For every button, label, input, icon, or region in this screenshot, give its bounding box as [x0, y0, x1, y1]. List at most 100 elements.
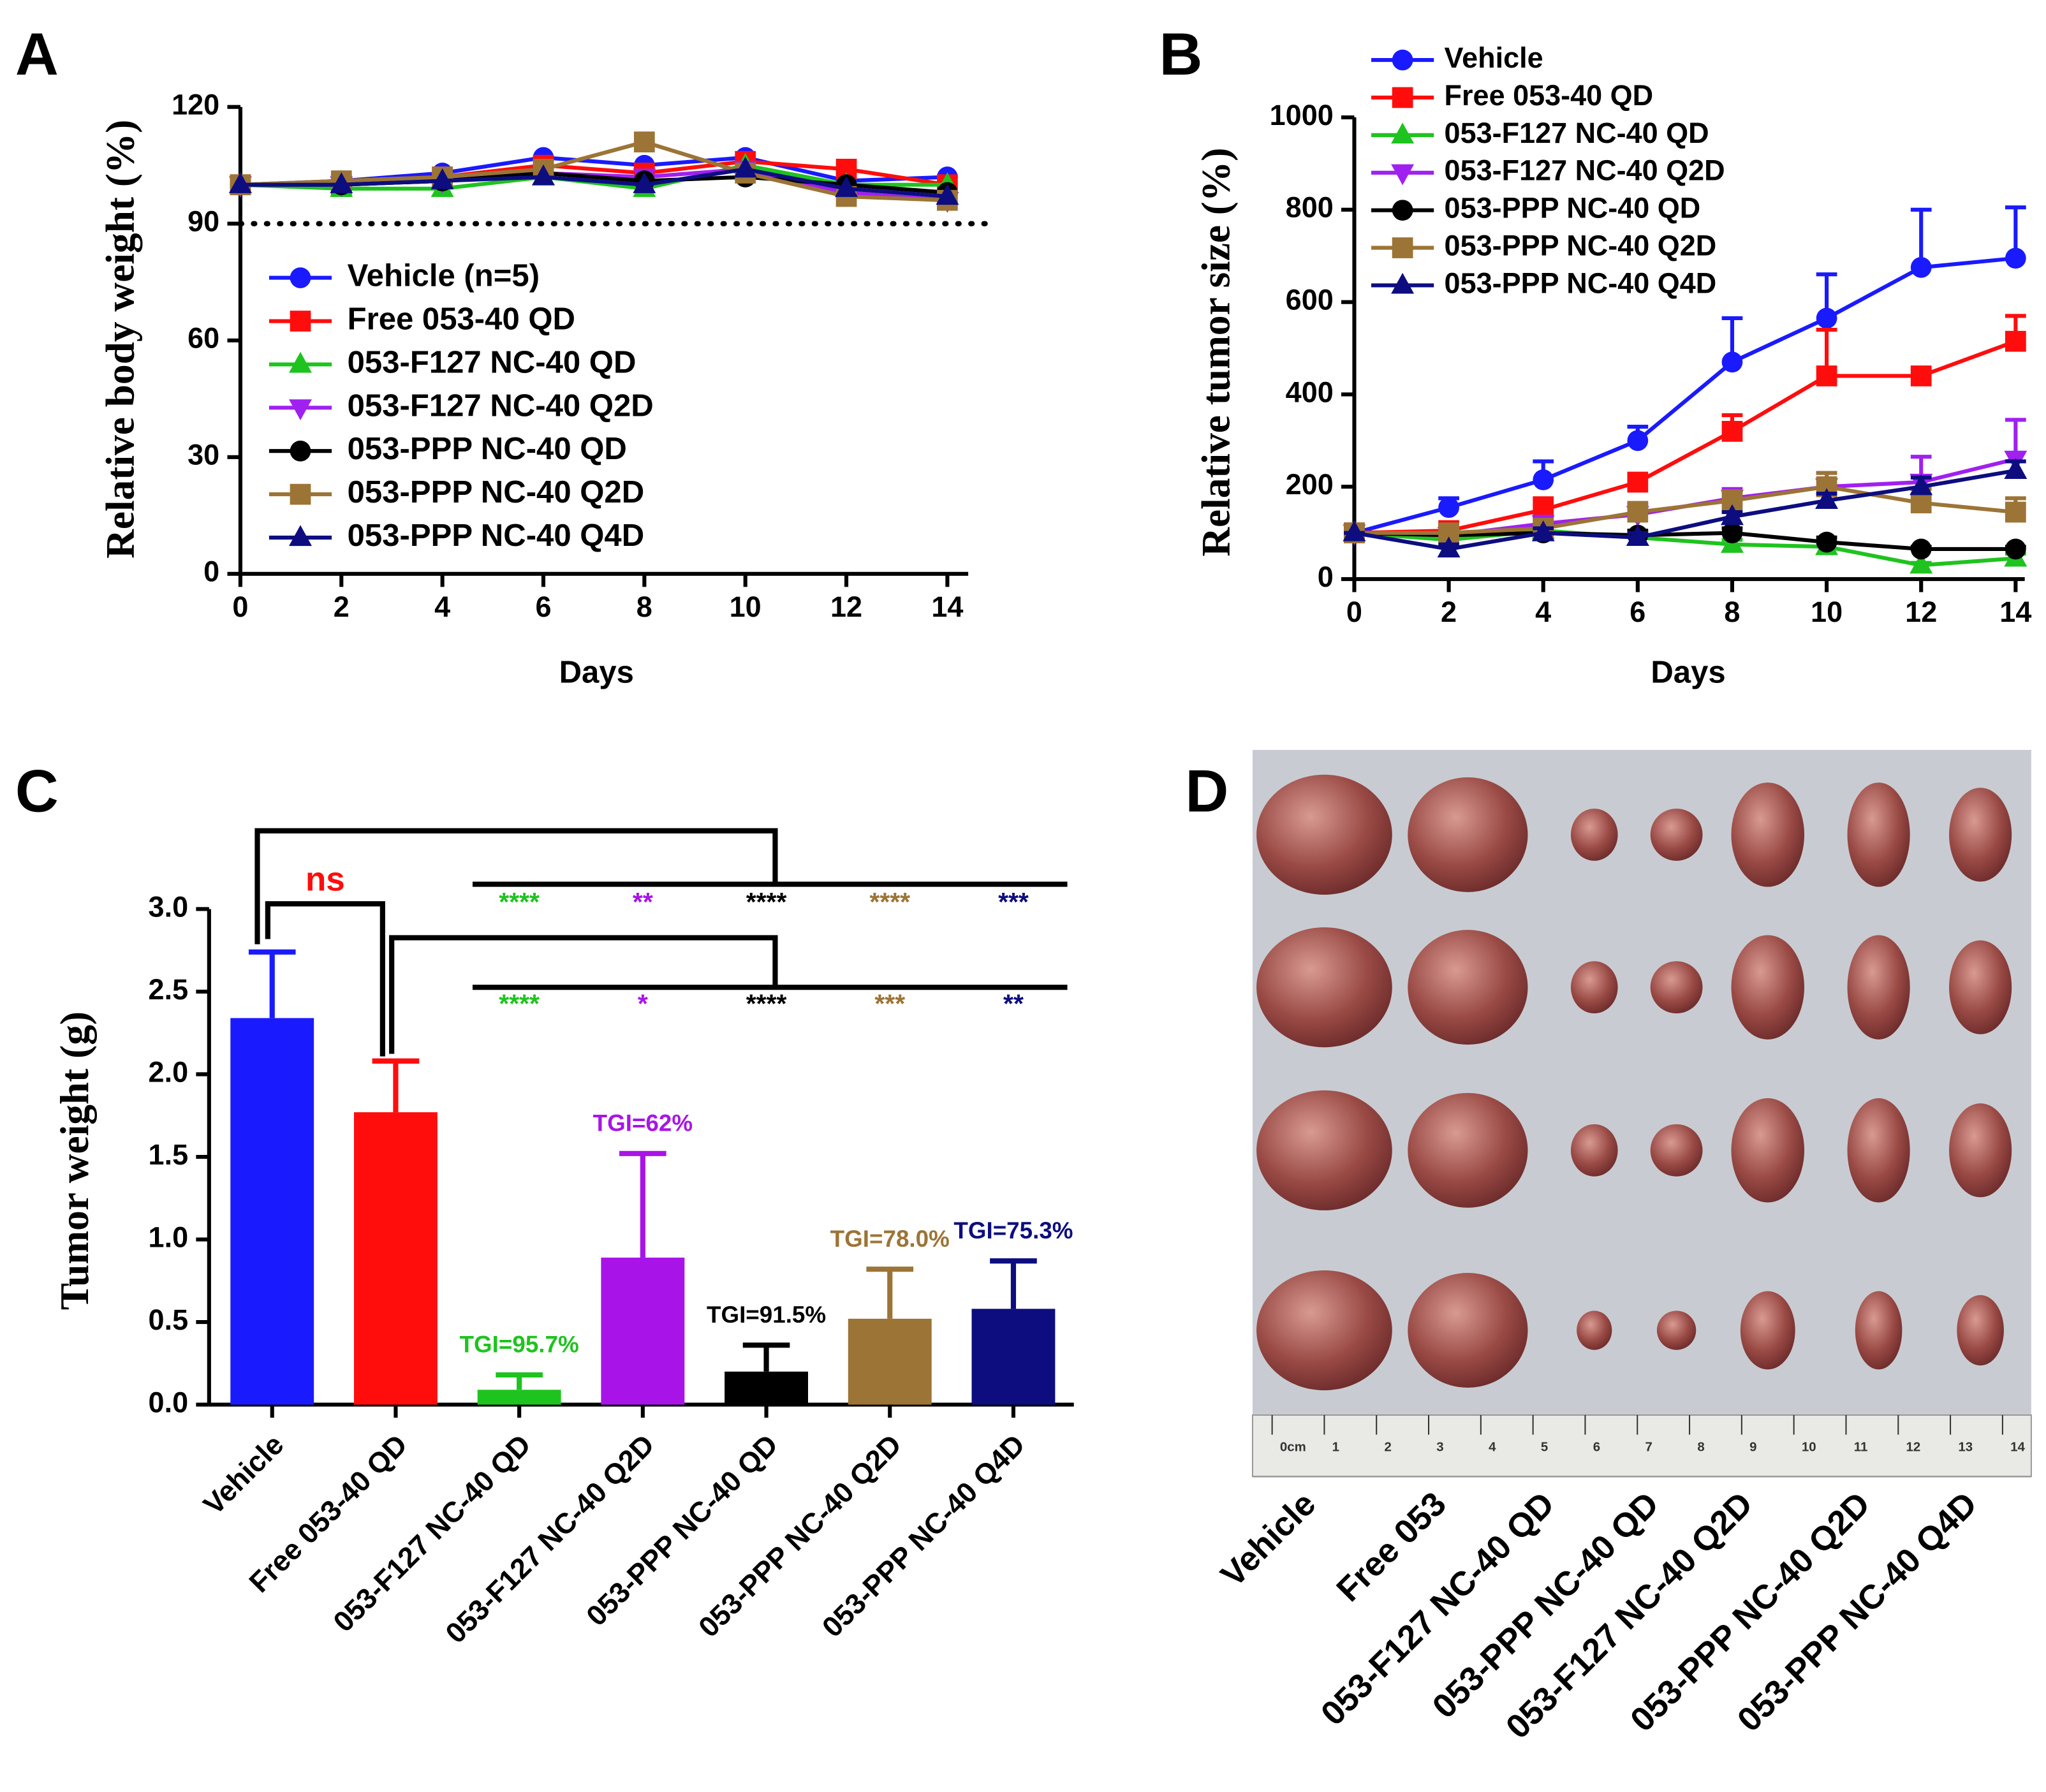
y-tick-label: 60 [188, 322, 219, 355]
x-tick-label: Vehicle [197, 1428, 290, 1521]
legend-label: 053-PPP NC-40 QD [1445, 192, 1701, 224]
legend-marker [290, 267, 311, 288]
x-tick-label: 14 [931, 591, 963, 623]
tumor [1847, 1098, 1910, 1203]
marker [1816, 531, 1837, 553]
significance: **** [746, 887, 787, 916]
x-tick-label: 12 [1905, 596, 1937, 628]
marker [2005, 330, 2026, 352]
x-tick-label: 12 [830, 591, 862, 623]
bracket [389, 935, 1068, 1054]
tumor [1949, 940, 2012, 1034]
bar [971, 1309, 1056, 1405]
tumor [1847, 782, 1910, 887]
significance: **** [499, 887, 540, 916]
y-tick-label: 0.5 [149, 1304, 189, 1336]
tumor [1957, 1295, 2004, 1366]
bar [353, 1112, 438, 1405]
x-tick-label: 053-PPP NC-40 Q4D [816, 1428, 1031, 1643]
legend-label: 053-PPP NC-40 Q4D [1445, 267, 1717, 299]
ruler-label: 1 [1332, 1439, 1339, 1454]
y-tick-label: 2.5 [149, 973, 189, 1006]
ruler-label: 2 [1384, 1439, 1391, 1454]
ruler-label: 5 [1541, 1439, 1548, 1454]
y-tick-label: 30 [188, 439, 219, 471]
marker [1627, 430, 1649, 452]
x-tick-label: 2 [1441, 596, 1457, 628]
legend-marker [289, 399, 312, 420]
bar [230, 1018, 314, 1405]
legend-label: 053-PPP NC-40 Q2D [1445, 229, 1717, 261]
marker [2005, 538, 2026, 560]
series-line [1353, 468, 2016, 552]
legend-marker [1391, 122, 1415, 143]
marker [1910, 365, 1932, 386]
y-tick-label: 0 [203, 555, 219, 588]
x-tick-label: 053-PPP NC-40 Q2D [692, 1428, 908, 1643]
ruler-label: 8 [1697, 1439, 1704, 1454]
ruler-label: 13 [1958, 1439, 1973, 1454]
x-tick-label: 6 [1630, 596, 1645, 628]
y-tick-label: 1.5 [149, 1138, 189, 1171]
legend-marker [289, 351, 312, 373]
tumor [1650, 961, 1703, 1014]
x-axis-label: Days [1651, 655, 1725, 689]
y-tick-label: 2.0 [149, 1055, 189, 1088]
x-tick-label: 10 [730, 591, 762, 623]
ruler [1251, 1414, 2032, 1478]
ns-label: ns [305, 861, 345, 899]
marker [1910, 256, 1932, 278]
y-tick-label: 90 [188, 205, 219, 238]
tumor [1650, 808, 1703, 861]
tumor [1570, 1124, 1618, 1177]
significance: ** [1003, 989, 1024, 1018]
marker [1910, 552, 1933, 574]
significance: **** [869, 887, 910, 916]
tgi-label: TGI=62% [593, 1110, 693, 1136]
marker [1816, 307, 1837, 329]
series-line [1353, 256, 2016, 535]
tgi-label: TGI=78.0% [830, 1226, 950, 1252]
error-bar [496, 1372, 543, 1390]
tumor [1408, 1273, 1528, 1388]
significance: ** [633, 887, 653, 916]
tumor [1949, 788, 2012, 882]
error-bar [866, 1267, 914, 1319]
series-line [1354, 339, 2017, 535]
marker [1343, 520, 1366, 541]
marker [1627, 471, 1649, 493]
y-tick-label: 3.0 [149, 890, 189, 923]
x-tick-label: 2 [334, 591, 350, 623]
ruler-label: 9 [1749, 1439, 1756, 1454]
legend-marker [1392, 87, 1413, 108]
significance: **** [499, 989, 540, 1018]
marker [1721, 522, 1743, 543]
error-bar [990, 1258, 1037, 1309]
ruler-label: 0cm [1280, 1439, 1306, 1454]
marker [1910, 474, 1933, 496]
significance: * [638, 989, 648, 1018]
panel-letter: C [15, 757, 59, 824]
marker [1816, 365, 1837, 386]
marker [1910, 538, 1932, 560]
legend-marker [1392, 237, 1413, 258]
significance: *** [998, 887, 1029, 916]
ruler-label: 14 [2010, 1439, 2025, 1454]
tumor [1650, 1124, 1703, 1177]
marker [330, 172, 353, 193]
y-tick-label: 0 [1318, 561, 1334, 593]
bar [725, 1371, 808, 1405]
tumor [1408, 777, 1528, 892]
marker [1721, 421, 1743, 442]
tumor [1731, 1098, 1805, 1203]
tumor [1256, 927, 1392, 1048]
error-bar [619, 1150, 666, 1258]
marker [1531, 520, 1555, 541]
marker [1721, 351, 1743, 373]
bracket [265, 901, 385, 1057]
legend-marker [290, 311, 311, 332]
series-line [1354, 528, 2016, 568]
y-tick-label: 200 [1286, 468, 1334, 501]
y-axis-label: Relative body weight (%) [98, 120, 142, 559]
